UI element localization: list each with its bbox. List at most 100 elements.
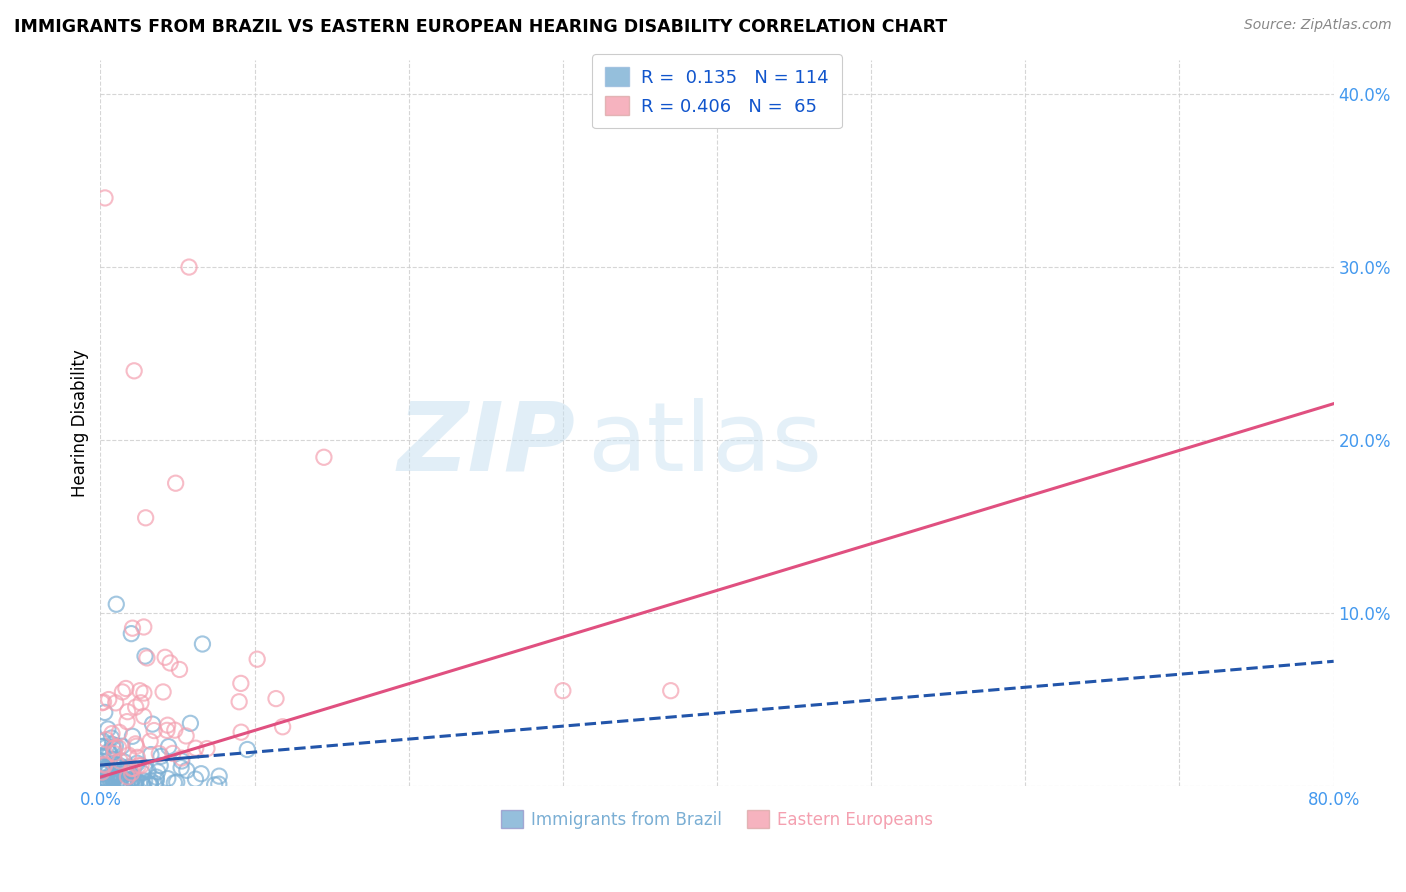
Point: [143, 777, 166, 791]
Point: [120, 767, 142, 781]
Point: [115, 776, 138, 790]
Point: [162, 747, 184, 761]
Point: [236, 742, 259, 756]
Point: [91, 734, 114, 748]
Point: [120, 626, 142, 640]
Point: [121, 621, 143, 635]
Point: [195, 741, 218, 756]
Point: [163, 776, 186, 790]
Text: Source: ZipAtlas.com: Source: ZipAtlas.com: [1244, 18, 1392, 32]
Point: [98, 777, 121, 791]
Point: [132, 620, 155, 634]
Point: [93, 759, 115, 773]
Legend: Immigrants from Brazil, Eastern Europeans: Immigrants from Brazil, Eastern European…: [495, 804, 939, 836]
Point: [103, 774, 125, 789]
Point: [100, 775, 122, 789]
Point: [122, 364, 145, 378]
Point: [94, 732, 117, 747]
Point: [139, 734, 162, 748]
Point: [659, 683, 682, 698]
Point: [134, 649, 156, 664]
Point: [153, 650, 176, 665]
Point: [108, 758, 131, 772]
Point: [264, 691, 287, 706]
Point: [139, 778, 162, 792]
Point: [124, 777, 146, 791]
Point: [94, 706, 117, 720]
Point: [124, 774, 146, 789]
Point: [93, 763, 115, 777]
Point: [121, 729, 143, 743]
Point: [96, 778, 118, 792]
Point: [177, 260, 200, 274]
Point: [114, 773, 136, 788]
Point: [169, 663, 191, 677]
Point: [120, 778, 142, 792]
Point: [101, 769, 124, 783]
Point: [111, 685, 134, 699]
Point: [104, 757, 127, 772]
Point: [91, 771, 114, 785]
Point: [141, 717, 163, 731]
Point: [156, 772, 179, 786]
Point: [156, 723, 179, 738]
Point: [115, 761, 138, 775]
Point: [121, 772, 143, 787]
Point: [103, 741, 125, 756]
Text: ZIP: ZIP: [398, 398, 575, 491]
Point: [98, 746, 121, 760]
Point: [101, 771, 124, 785]
Point: [128, 776, 150, 790]
Point: [108, 776, 131, 790]
Point: [108, 767, 131, 781]
Point: [103, 753, 125, 767]
Point: [93, 774, 115, 789]
Point: [104, 739, 127, 753]
Point: [136, 651, 159, 665]
Point: [127, 756, 149, 771]
Point: [108, 725, 131, 739]
Point: [145, 770, 167, 784]
Point: [97, 722, 120, 736]
Point: [93, 758, 115, 772]
Point: [184, 772, 207, 786]
Point: [107, 760, 129, 774]
Point: [90, 760, 112, 774]
Point: [117, 770, 139, 784]
Point: [127, 750, 149, 764]
Point: [129, 696, 152, 710]
Point: [94, 765, 117, 780]
Point: [91, 772, 114, 787]
Point: [93, 761, 115, 775]
Point: [90, 759, 112, 773]
Point: [125, 739, 148, 754]
Point: [166, 775, 188, 789]
Point: [117, 760, 139, 774]
Point: [105, 761, 128, 775]
Point: [94, 191, 117, 205]
Point: [90, 766, 112, 780]
Point: [121, 766, 143, 780]
Point: [96, 778, 118, 792]
Point: [112, 774, 135, 789]
Point: [91, 739, 114, 754]
Point: [246, 652, 269, 666]
Point: [184, 741, 207, 756]
Point: [101, 726, 124, 740]
Point: [111, 739, 134, 754]
Point: [93, 757, 115, 772]
Point: [127, 758, 149, 772]
Point: [100, 731, 122, 745]
Point: [159, 656, 181, 670]
Point: [146, 764, 169, 779]
Point: [170, 754, 193, 768]
Point: [101, 766, 124, 780]
Point: [170, 761, 193, 775]
Point: [104, 770, 127, 784]
Point: [312, 450, 335, 465]
Point: [110, 754, 132, 768]
Point: [112, 776, 135, 790]
Point: [94, 772, 117, 786]
Point: [156, 718, 179, 732]
Point: [271, 720, 294, 734]
